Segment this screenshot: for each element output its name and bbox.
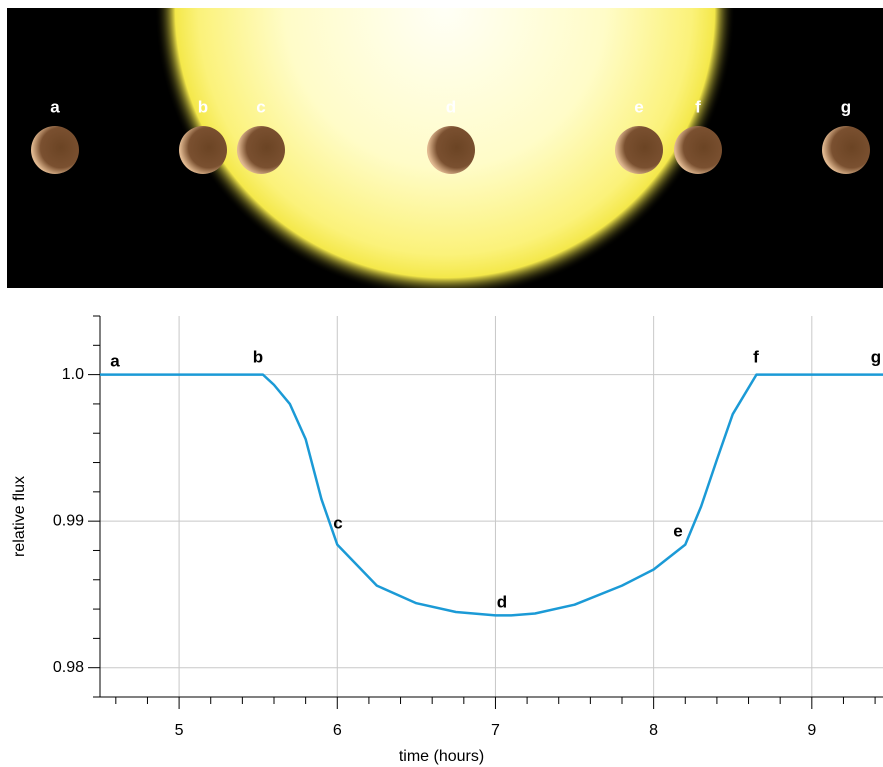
planet-label: c [256,97,265,116]
curve-annotation: b [253,347,263,366]
curve-annotation: a [110,351,120,370]
curve-annotation: c [333,513,342,532]
planet-label: b [198,97,208,116]
planet [179,126,227,174]
planet [237,126,285,174]
y-axis-label: relative flux [11,476,28,557]
light-curve: 5 6 7 8 9 0.98 0.99 1.0 time (hours) relative flu… [11,315,883,765]
planet [674,126,722,174]
planet-label: g [841,97,851,116]
planet-positions: a b c d e f g [31,97,870,174]
y-tick-label: 1.0 [62,366,84,383]
x-tick-label: 5 [175,722,184,739]
planet-label: a [50,97,60,116]
planet [822,126,870,174]
curve-annotation: d [497,592,507,611]
planet [31,126,79,174]
curve-annotation: f [753,347,759,366]
planet-label: d [446,97,456,116]
planet [615,126,663,174]
x-tick-label: 9 [807,722,816,739]
curve-annotation: e [673,521,682,540]
x-tick-label: 7 [491,722,500,739]
flux-line [100,373,883,617]
curve-annotation: g [871,347,881,366]
planet-label: e [634,97,643,116]
y-tick-label: 0.98 [53,659,84,676]
planet [427,126,475,174]
x-tick-label: 8 [649,722,658,739]
planet-label: f [695,97,701,116]
x-axis-label: time (hours) [399,748,484,765]
x-tick-label: 6 [333,722,342,739]
y-tick-label: 0.99 [53,512,84,529]
